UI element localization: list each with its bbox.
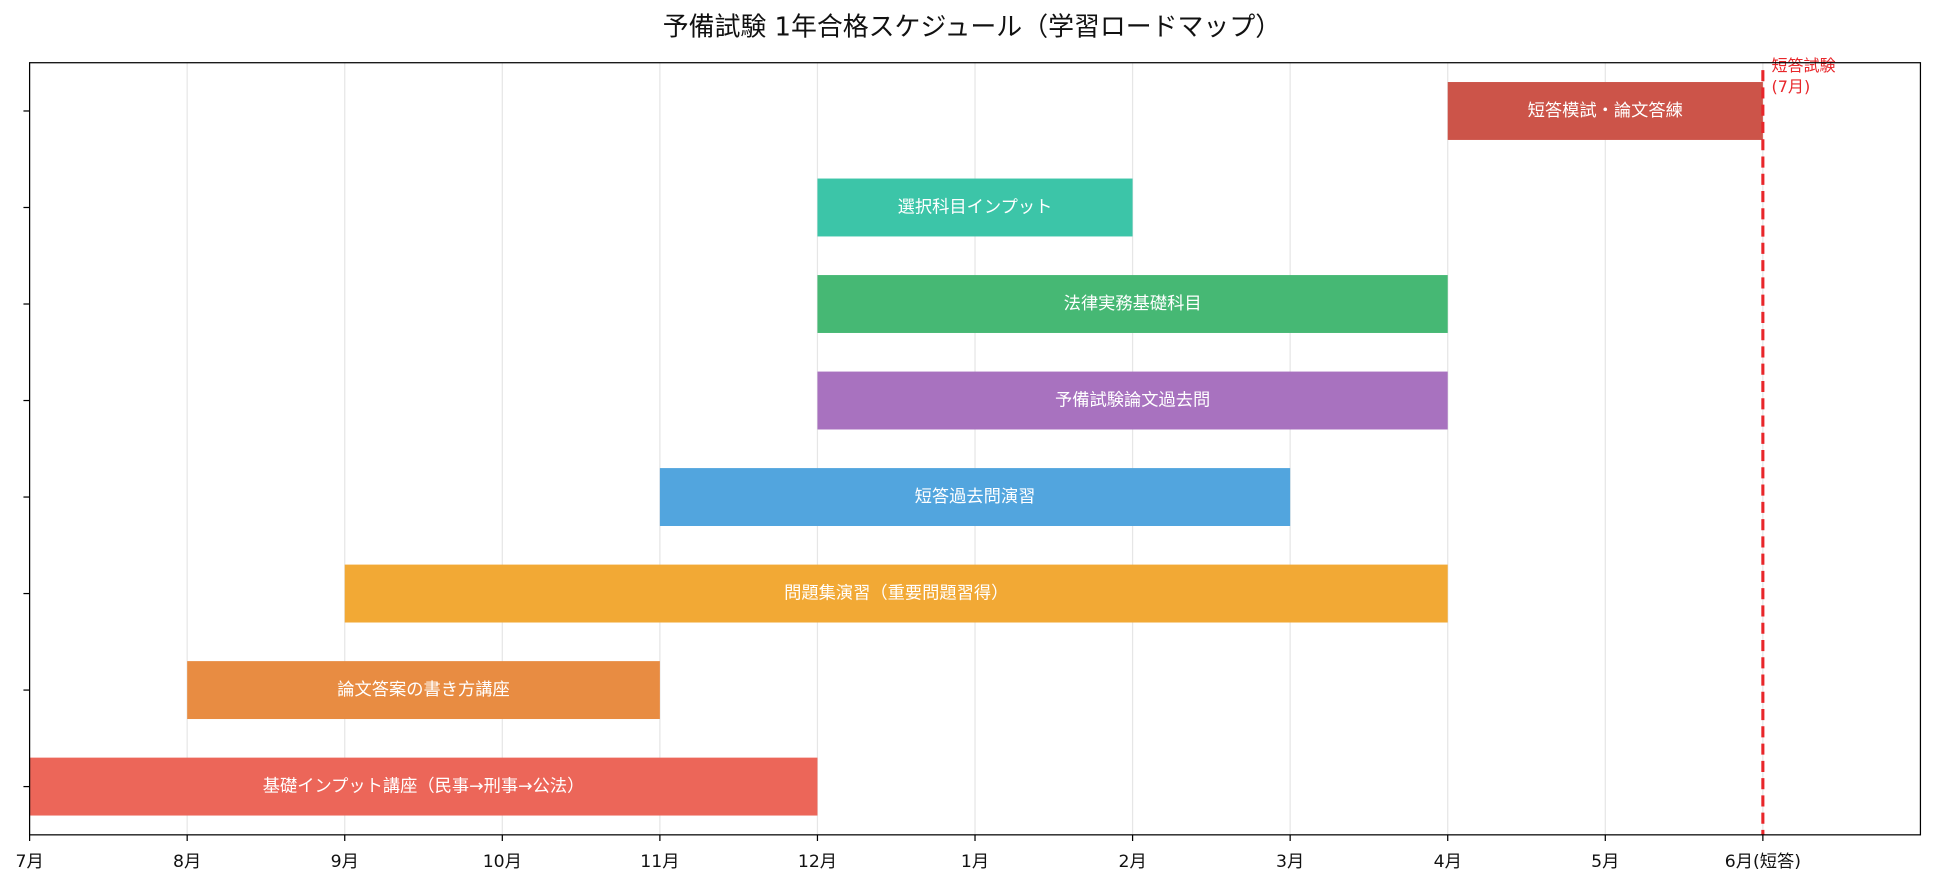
x-tick-label: 1月 [961, 852, 989, 872]
x-tick-label: 8月 [173, 852, 201, 872]
x-tick-label: 9月 [331, 852, 359, 872]
x-tick-label: 4月 [1434, 852, 1462, 872]
bar [817, 371, 1448, 430]
bar [344, 564, 1448, 623]
bar [817, 178, 1133, 237]
x-tick-label: 12月 [798, 852, 837, 872]
bar [187, 661, 660, 720]
marker-label: (7月) [1771, 77, 1810, 96]
x-tick-label: 7月 [15, 852, 43, 872]
bar-label: 選択科目インプット [898, 197, 1053, 217]
plot-frame [28, 62, 1922, 836]
bar [1447, 82, 1763, 140]
marker-label: 短答試験 [1771, 56, 1835, 75]
bar [29, 757, 818, 816]
bar-label: 予備試験論文過去問 [1055, 391, 1210, 411]
x-tick-label: 3月 [1276, 852, 1304, 872]
x-tick-label: 10月 [483, 852, 522, 872]
x-tick-label: 11月 [640, 852, 679, 872]
bar-label: 短答模試・論文答練 [1528, 101, 1683, 121]
bar [659, 468, 1291, 526]
bar-label: 短答過去問演習 [915, 487, 1036, 507]
bar-label: 問題集演習（重要問題習得） [784, 584, 1008, 604]
x-tick-label: 6月(短答) [1725, 852, 1801, 872]
bar [817, 275, 1448, 333]
bar-label: 法律実務基礎科目 [1064, 294, 1202, 314]
x-tick-label: 2月 [1118, 852, 1146, 872]
x-tick-label: 5月 [1591, 852, 1619, 872]
bar-label: 論文答案の書き方講座 [337, 680, 510, 700]
bar-label: 基礎インプット講座（民事→刑事→公法） [263, 777, 585, 797]
chart-title: 予備試験 1年合格スケジュール（学習ロードマップ） [663, 13, 1281, 43]
